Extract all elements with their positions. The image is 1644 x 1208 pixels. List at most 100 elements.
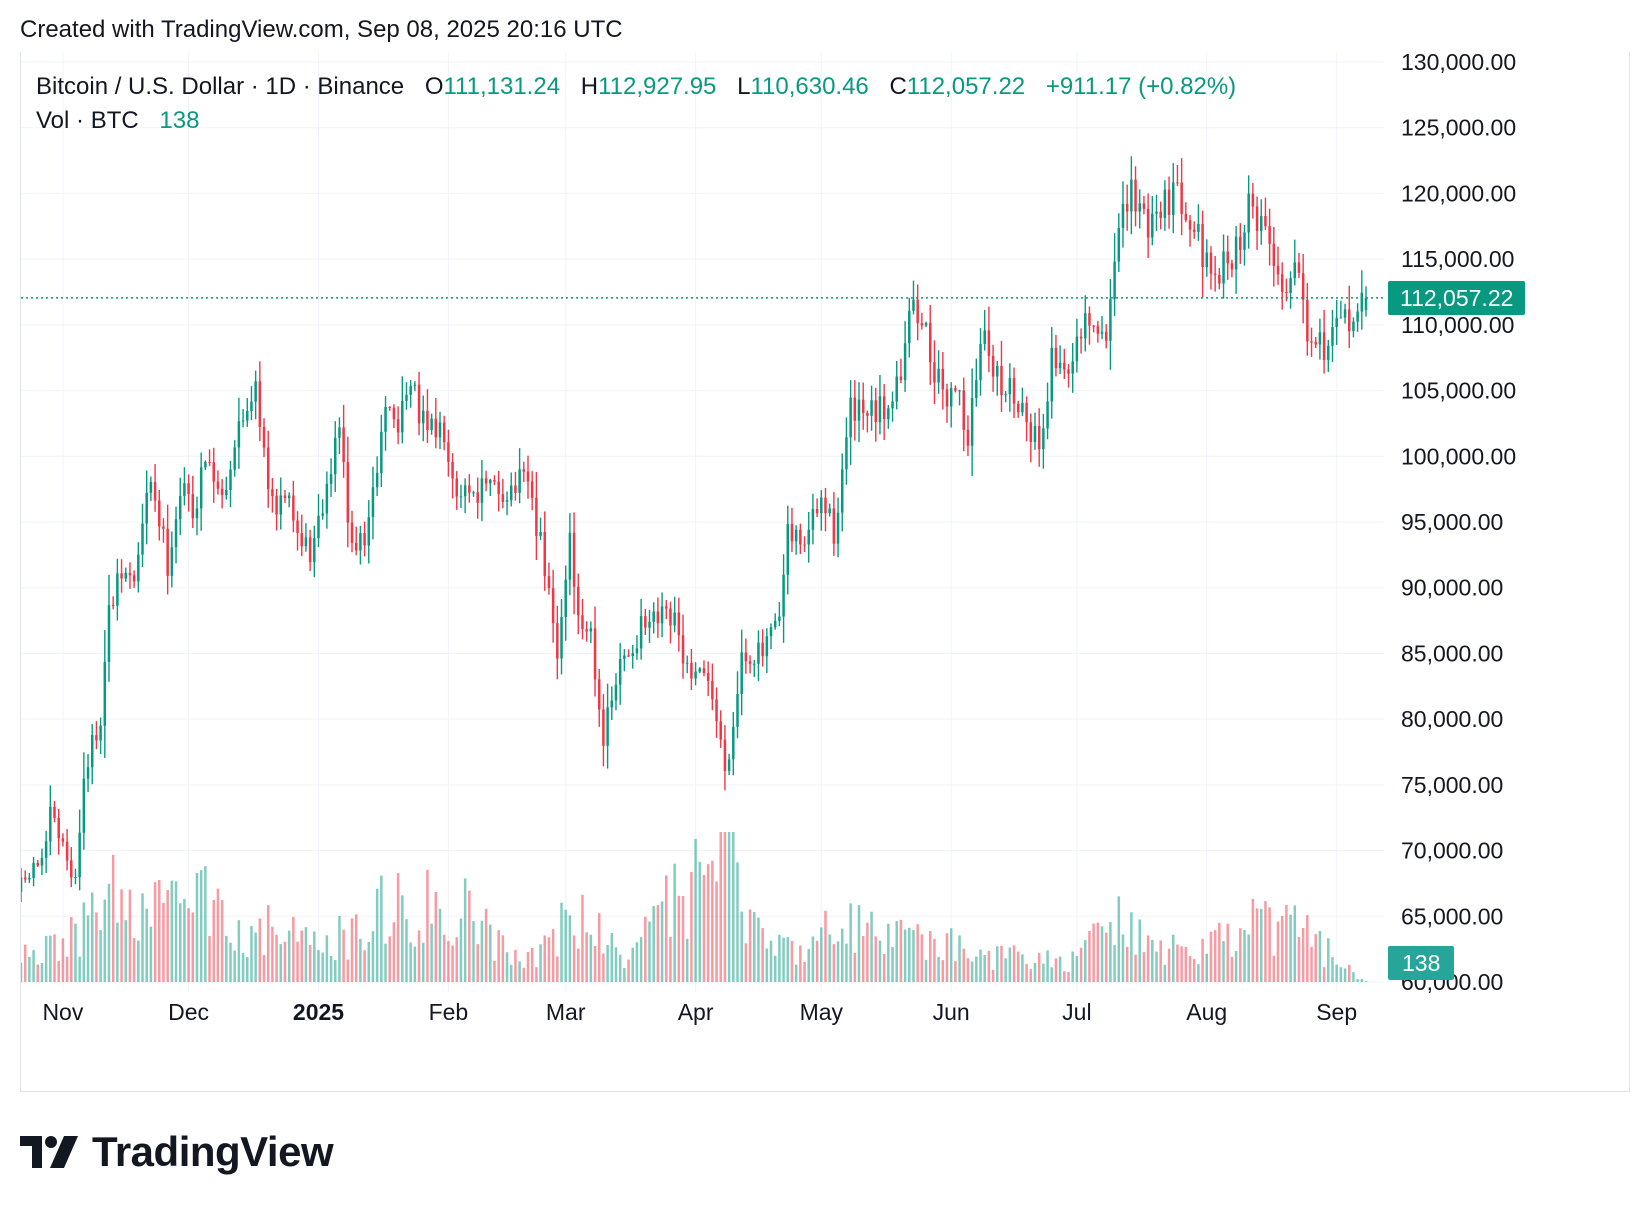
candle-up [1356, 311, 1359, 322]
volume-bar [556, 956, 559, 982]
volume-bar [937, 956, 940, 982]
volume-bar [853, 952, 857, 982]
candle-up [371, 487, 375, 518]
candle-up [225, 489, 228, 496]
candle-down [1301, 273, 1305, 300]
candle-down [526, 471, 530, 482]
volume-bar [1197, 964, 1200, 982]
candle-up [589, 628, 593, 632]
candle-down [882, 396, 886, 419]
volume-bar [836, 941, 840, 982]
volume-bar [1004, 958, 1007, 982]
candle-up [1293, 262, 1297, 279]
volume-bar [769, 940, 773, 982]
tradingview-logo[interactable]: TradingView [20, 1128, 334, 1176]
volume-bar [438, 908, 442, 982]
volume-bar [1180, 946, 1183, 982]
candle-down [899, 376, 903, 381]
symbol-description[interactable]: Bitcoin / U.S. Dollar · 1D · Binance [36, 73, 405, 100]
volume-bar [924, 959, 928, 982]
candle-up [254, 381, 257, 402]
volume-bar [1339, 967, 1343, 982]
candle-up [996, 365, 999, 377]
candle-up [1163, 189, 1167, 218]
candle-up [912, 299, 915, 311]
candle-down [1016, 403, 1020, 413]
volume-bar [1356, 979, 1359, 982]
volume-bar [870, 911, 873, 982]
candle-down [1088, 313, 1091, 326]
volume-bar [1130, 912, 1133, 982]
time-axis[interactable]: Nov Dec 2025 Feb Mar Apr May Jun Jul Aug Sep [42, 999, 1357, 1025]
volume-bar [1075, 955, 1079, 982]
volume-bar [685, 938, 689, 982]
chart-pane[interactable]: 130,000.00 125,000.00 120,000.00 115,000.00… [20, 52, 1630, 1092]
time-tick-label: 2025 [293, 999, 344, 1025]
volume-bar [1113, 945, 1116, 982]
volume-bar [589, 934, 593, 982]
candle-up [1138, 203, 1141, 212]
volume-bar [899, 919, 903, 982]
volume-bar [1322, 967, 1326, 982]
volume-bar [95, 912, 98, 982]
candle-down [283, 495, 287, 499]
volume-bar [1347, 964, 1351, 982]
volume-bar [472, 921, 475, 982]
volume-bar [246, 957, 249, 982]
candle-down [602, 709, 605, 746]
volume-label[interactable]: Vol · BTC [36, 107, 139, 134]
candle-down [426, 410, 429, 431]
candle-down [824, 497, 827, 514]
volume-bar [1306, 915, 1309, 982]
volume-bar [928, 931, 932, 982]
candle-up [86, 767, 90, 779]
candle-up [472, 492, 475, 494]
volume-bar [1138, 919, 1141, 982]
volume-bar [1209, 931, 1213, 982]
volume-bar [1297, 936, 1301, 982]
candle-down [346, 462, 350, 523]
volume-bar [1163, 964, 1167, 982]
volume-bar [375, 888, 379, 982]
volume-bar [1335, 964, 1338, 982]
volume-bar [1096, 922, 1100, 982]
candle-down [1306, 299, 1309, 342]
candle-down [690, 662, 693, 679]
grid [21, 52, 1384, 992]
price-axis[interactable]: 130,000.00 125,000.00 120,000.00 115,000.00… [1401, 52, 1516, 995]
candle-up [937, 368, 940, 383]
candle-down [57, 817, 60, 839]
volume-bar [920, 934, 924, 982]
candle-up [505, 500, 509, 502]
volume-bar [895, 921, 898, 982]
volume-bar [1293, 905, 1297, 982]
candle-down [991, 355, 995, 377]
candle-down [1280, 274, 1284, 293]
volume-bar [715, 881, 718, 982]
candle-down [715, 699, 718, 722]
candle-up [631, 653, 634, 657]
volume-bar [1058, 956, 1062, 982]
volume-bar [945, 933, 949, 982]
candle-down [556, 623, 559, 659]
volume-bar [1318, 930, 1322, 982]
candle-up [895, 376, 898, 402]
candle-up [384, 406, 387, 432]
volume-bar [639, 937, 643, 982]
candle-up [1117, 228, 1121, 262]
volume-bar [1259, 908, 1263, 982]
candle-up [141, 523, 144, 555]
change-value: +911.17 (+0.82%) [1045, 73, 1237, 100]
candle-up [28, 877, 31, 880]
last-price-tag: 112,057.22 [1388, 280, 1526, 315]
volume-bar [551, 929, 555, 982]
time-tick-label: Jul [1062, 999, 1091, 1025]
volume-bar [815, 940, 819, 982]
volume-bar [723, 832, 727, 982]
candle-down [799, 529, 802, 545]
volume-bar [1280, 915, 1284, 982]
candle-down [1188, 220, 1192, 230]
candle-down [1029, 422, 1033, 443]
price-chart[interactable]: 130,000.00 125,000.00 120,000.00 115,000.00… [21, 52, 1631, 1092]
candle-up [1155, 211, 1158, 214]
